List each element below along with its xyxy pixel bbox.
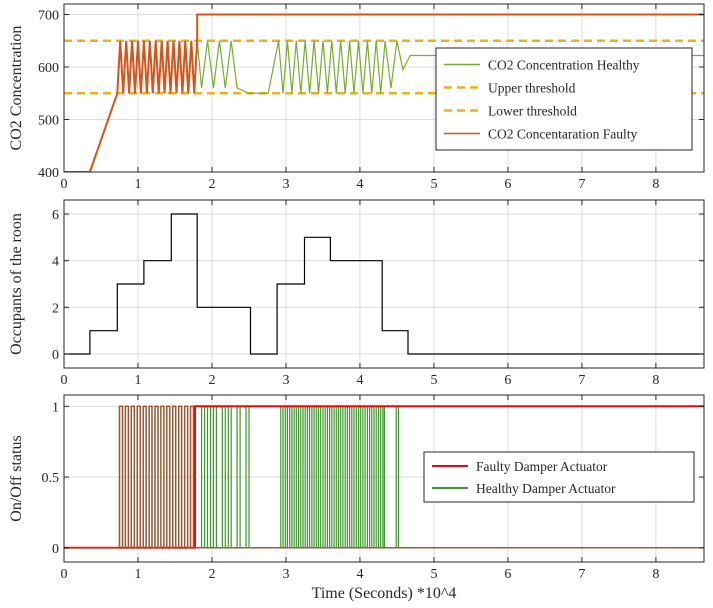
legend: Faulty Damper Actuator Healthy Damper Act… [423,451,695,503]
y-tick-label: 700 [38,9,59,24]
x-tick-label: 3 [282,567,289,582]
legend-label: Upper threshold [488,81,576,96]
x-tick-label: 0 [61,567,68,582]
y-tick-label: 600 [38,61,59,76]
series-line-series-0 [64,213,704,355]
series-line-co2-concentaration-faulty [64,13,704,172]
legend-label: CO2 Concentaration Faulty [488,127,637,142]
x-tick-label: 8 [652,177,659,192]
x-tick-label: 7 [578,373,585,388]
axes-box [63,394,705,563]
x-tick-label: 4 [356,373,363,388]
x-tick-label: 4 [356,177,363,192]
y-axis-label: Occupants of the roon [8,213,25,355]
y-tick-label: 400 [38,166,59,181]
y-axis-label: CO2 Concentration [8,26,25,151]
legend-box [423,451,695,503]
x-tick-label: 8 [652,373,659,388]
series-group [64,405,704,549]
y-tick-label: 500 [38,114,59,129]
x-tick-label: 8 [652,567,659,582]
x-tick-label: 7 [578,567,585,582]
co2-concentration-panel: 0 1 2 3 4 5 6 7 8 400 500 600 700 CO2 Concentration CO… [8,3,705,192]
series-group [64,213,704,355]
x-tick-label: 3 [282,373,289,388]
occupants-panel: 0 1 2 3 4 5 6 7 8 0 2 4 6 Occupants of the roon [8,199,705,388]
x-tick-label: 1 [134,373,141,388]
damper-status-panel: 0 1 2 3 4 5 6 7 8 0 0.5 1 On/Off status Time (Seconds… [8,394,705,602]
x-tick-label: 5 [430,373,437,388]
legend-label: CO2 Concentration Healthy [488,58,640,73]
y-tick-label: 6 [52,208,59,223]
y-axis-label: On/Off status [8,435,25,521]
x-tick-label: 0 [61,373,68,388]
y-tick-label: 0 [52,348,59,363]
y-tick-label: 2 [52,301,59,316]
x-tick-label: 5 [430,177,437,192]
axes-box [63,199,705,369]
series-line-series-2 [64,405,704,549]
x-tick-label: 5 [430,567,437,582]
x-axis-label: Time (Seconds) *10^4 [312,585,457,602]
plot-area [64,200,704,368]
x-tick-label: 1 [134,567,141,582]
legend-label: Healthy Damper Actuator [476,481,616,496]
x-tick-label: 0 [61,177,68,192]
legend-label: Lower threshold [488,104,577,119]
x-tick-label: 3 [282,177,289,192]
y-tick-label: 0.5 [42,471,60,486]
y-tick-label: 4 [52,255,59,270]
x-tick-label: 4 [356,567,363,582]
x-tick-label: 6 [504,177,511,192]
x-tick-label: 6 [504,373,511,388]
x-tick-label: 2 [208,373,215,388]
x-tick-label: 6 [504,567,511,582]
axes-box [63,3,705,173]
legend-label: Faulty Damper Actuator [476,459,608,474]
y-tick-label: 0 [52,542,59,557]
legend: CO2 Concentration Healthy Upper threshold… [435,47,693,151]
x-tick-label: 7 [578,177,585,192]
y-tick-label: 1 [52,400,59,415]
x-tick-label: 2 [208,567,215,582]
x-tick-label: 2 [208,177,215,192]
x-tick-label: 1 [134,177,141,192]
